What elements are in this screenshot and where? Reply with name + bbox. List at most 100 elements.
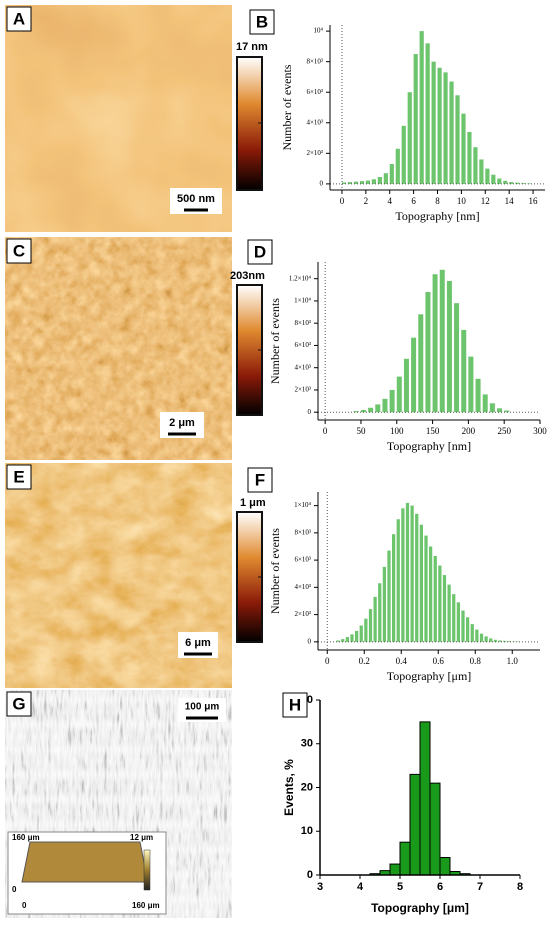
y-axis-label: Number of events [268,528,282,614]
x-tick-label: 2 [364,196,369,206]
x-tick-label: 100 [390,426,404,436]
bar [372,179,376,184]
y-tick-label: 1×10⁴ [294,501,311,509]
x-tick-label: 50 [356,426,366,436]
bar [384,173,388,184]
x-tick-label: 3 [317,881,323,893]
bar [366,181,370,184]
y-tick-label: 2×10³ [294,386,311,394]
x-tick-label: 300 [533,426,547,436]
bar [461,114,465,184]
bar [443,72,447,184]
bar [364,619,367,642]
x-tick-label: 0 [325,656,330,666]
inset-surface [22,842,148,882]
bar [476,379,481,412]
y-axis-label: Number of events [268,298,282,384]
bar [485,636,488,641]
panel-letter: H [289,695,301,714]
panel-letter: C [13,241,25,260]
panel-letter: B [256,12,268,31]
x-tick-label: 7 [477,881,483,893]
panel-letter: F [255,470,265,489]
bar [390,164,394,184]
y-tick-label: 4×10³ [306,118,323,126]
bar [473,147,477,184]
scale-bar-label: 2 μm [169,417,195,429]
x-axis-label: Topography [nm] [387,439,471,453]
colorbar-label: 1 μm [240,497,266,509]
x-tick-label: 0.4 [396,656,408,666]
bar [378,177,382,184]
x-tick-label: 14 [505,196,515,206]
y-tick-label: 2×10³ [306,149,323,157]
bar [408,92,412,184]
bar [471,624,474,642]
bar [483,394,488,412]
x-tick-label: 5 [397,881,403,893]
y-axis-label: Number of events [280,64,294,150]
y-tick-label: 2×10³ [294,610,311,618]
bar [369,609,372,642]
bar [461,611,464,642]
bar [448,585,451,642]
x-tick-label: 8 [435,196,440,206]
x-tick-label: 200 [462,426,476,436]
inset-label: 12 μm [130,833,153,842]
x-tick-label: 4 [387,196,392,206]
bar [480,634,483,642]
bar [479,159,483,183]
x-tick-label: 0 [323,426,328,436]
panel-letter: E [13,467,24,486]
bar [397,519,400,642]
x-tick-label: 0.6 [433,656,445,666]
y-axis-label: Events, % [282,759,296,816]
y-tick-label: 4×10³ [294,583,311,591]
bar [438,68,442,184]
bar [414,54,418,184]
bar [438,566,441,642]
bar [396,149,400,184]
inset-label: 160 μm [132,901,160,910]
bar [375,404,380,412]
bar [433,274,438,412]
y-tick-label: 20 [301,781,313,793]
panel-letter: A [13,9,25,28]
y-tick-label: 10⁴ [314,27,324,35]
bar [485,169,489,184]
y-tick-label: 6×10³ [306,88,323,96]
bar [440,270,445,412]
bar [426,43,430,184]
y-tick-label: 0 [307,869,313,881]
bar [411,338,416,413]
bar [454,303,459,412]
y-tick-label: 0 [308,637,312,645]
bar [521,183,525,184]
x-tick-label: 16 [529,196,539,206]
x-tick-label: 10 [457,196,467,206]
bar [468,357,473,413]
x-tick-label: 4 [357,881,364,893]
bar [466,617,469,642]
y-tick-label: 6×10³ [294,341,311,349]
panel-letter: D [254,242,266,261]
bar [418,314,423,412]
bar [443,575,446,642]
bar [432,62,436,184]
bar [415,514,418,642]
x-axis-label: Topography [nm] [395,209,479,223]
scale-bar-label: 500 nm [177,193,215,205]
bar [475,630,478,642]
bar [368,408,373,412]
bar [447,281,452,412]
bar [390,864,400,875]
inset-label: 0 [22,901,27,910]
bar [503,181,507,184]
bar [404,359,409,412]
bar [387,551,390,642]
bar [461,330,466,412]
bar [378,583,381,642]
bar [400,842,410,875]
bar [434,556,437,642]
